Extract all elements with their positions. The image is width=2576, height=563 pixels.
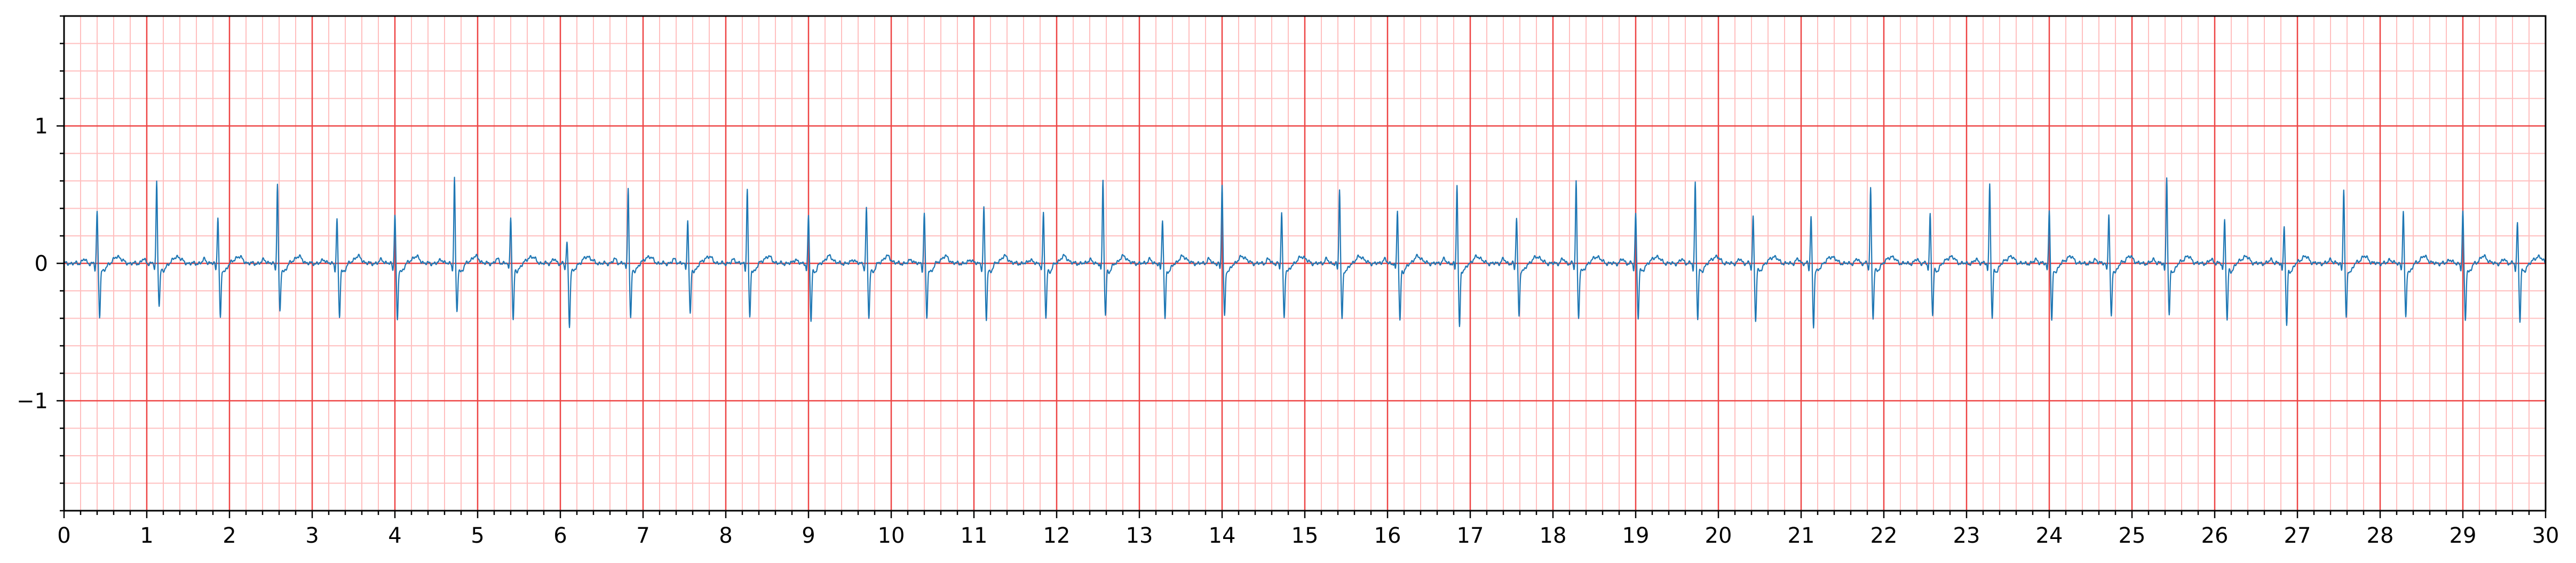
- x-tick-label: 29: [2450, 524, 2477, 548]
- axis-ticks: [57, 15, 2547, 518]
- x-tick-labels: 0 1 2 3 4 5 6 7 8 9 10 11 12 13 14 15 16 17 18 19 20 21 22 23 24…: [57, 524, 2559, 548]
- x-tick-label: 19: [1622, 524, 1650, 548]
- x-tick-label: 17: [1457, 524, 1484, 548]
- y-tick-label: 1: [35, 114, 48, 139]
- x-tick-label: 12: [1043, 524, 1071, 548]
- x-tick-label: 15: [1291, 524, 1319, 548]
- x-tick-label: 16: [1374, 524, 1401, 548]
- x-tick-label: 10: [878, 524, 905, 548]
- x-tick-label: 2: [223, 524, 236, 548]
- x-tick-label: 20: [1705, 524, 1732, 548]
- ecg-series-line: [64, 177, 2546, 329]
- x-tick-label: 28: [2367, 524, 2394, 548]
- x-tick-label: 8: [719, 524, 732, 548]
- x-tick-label: 30: [2532, 524, 2559, 548]
- y-tick-label: 0: [35, 252, 48, 276]
- x-tick-label: 14: [1209, 524, 1236, 548]
- x-tick-label: 26: [2201, 524, 2229, 548]
- x-tick-label: 0: [57, 524, 70, 548]
- x-tick-label: 22: [1870, 524, 1898, 548]
- x-tick-label: 23: [1953, 524, 1980, 548]
- y-tick-label: −1: [17, 389, 48, 414]
- x-tick-label: 25: [2119, 524, 2146, 548]
- x-tick-label: 6: [553, 524, 567, 548]
- x-tick-label: 24: [2036, 524, 2063, 548]
- x-tick-label: 7: [636, 524, 649, 548]
- x-tick-label: 9: [802, 524, 815, 548]
- x-tick-label: 21: [1788, 524, 1815, 548]
- x-tick-label: 27: [2284, 524, 2311, 548]
- signal-layer: [64, 177, 2546, 329]
- x-tick-label: 3: [305, 524, 319, 548]
- y-tick-labels: 1 0 −1: [17, 114, 48, 414]
- x-tick-label: 1: [140, 524, 153, 548]
- x-tick-label: 11: [961, 524, 988, 548]
- x-tick-label: 4: [388, 524, 401, 548]
- x-tick-label: 18: [1540, 524, 1567, 548]
- x-tick-label: 13: [1126, 524, 1153, 548]
- x-tick-label: 5: [471, 524, 484, 548]
